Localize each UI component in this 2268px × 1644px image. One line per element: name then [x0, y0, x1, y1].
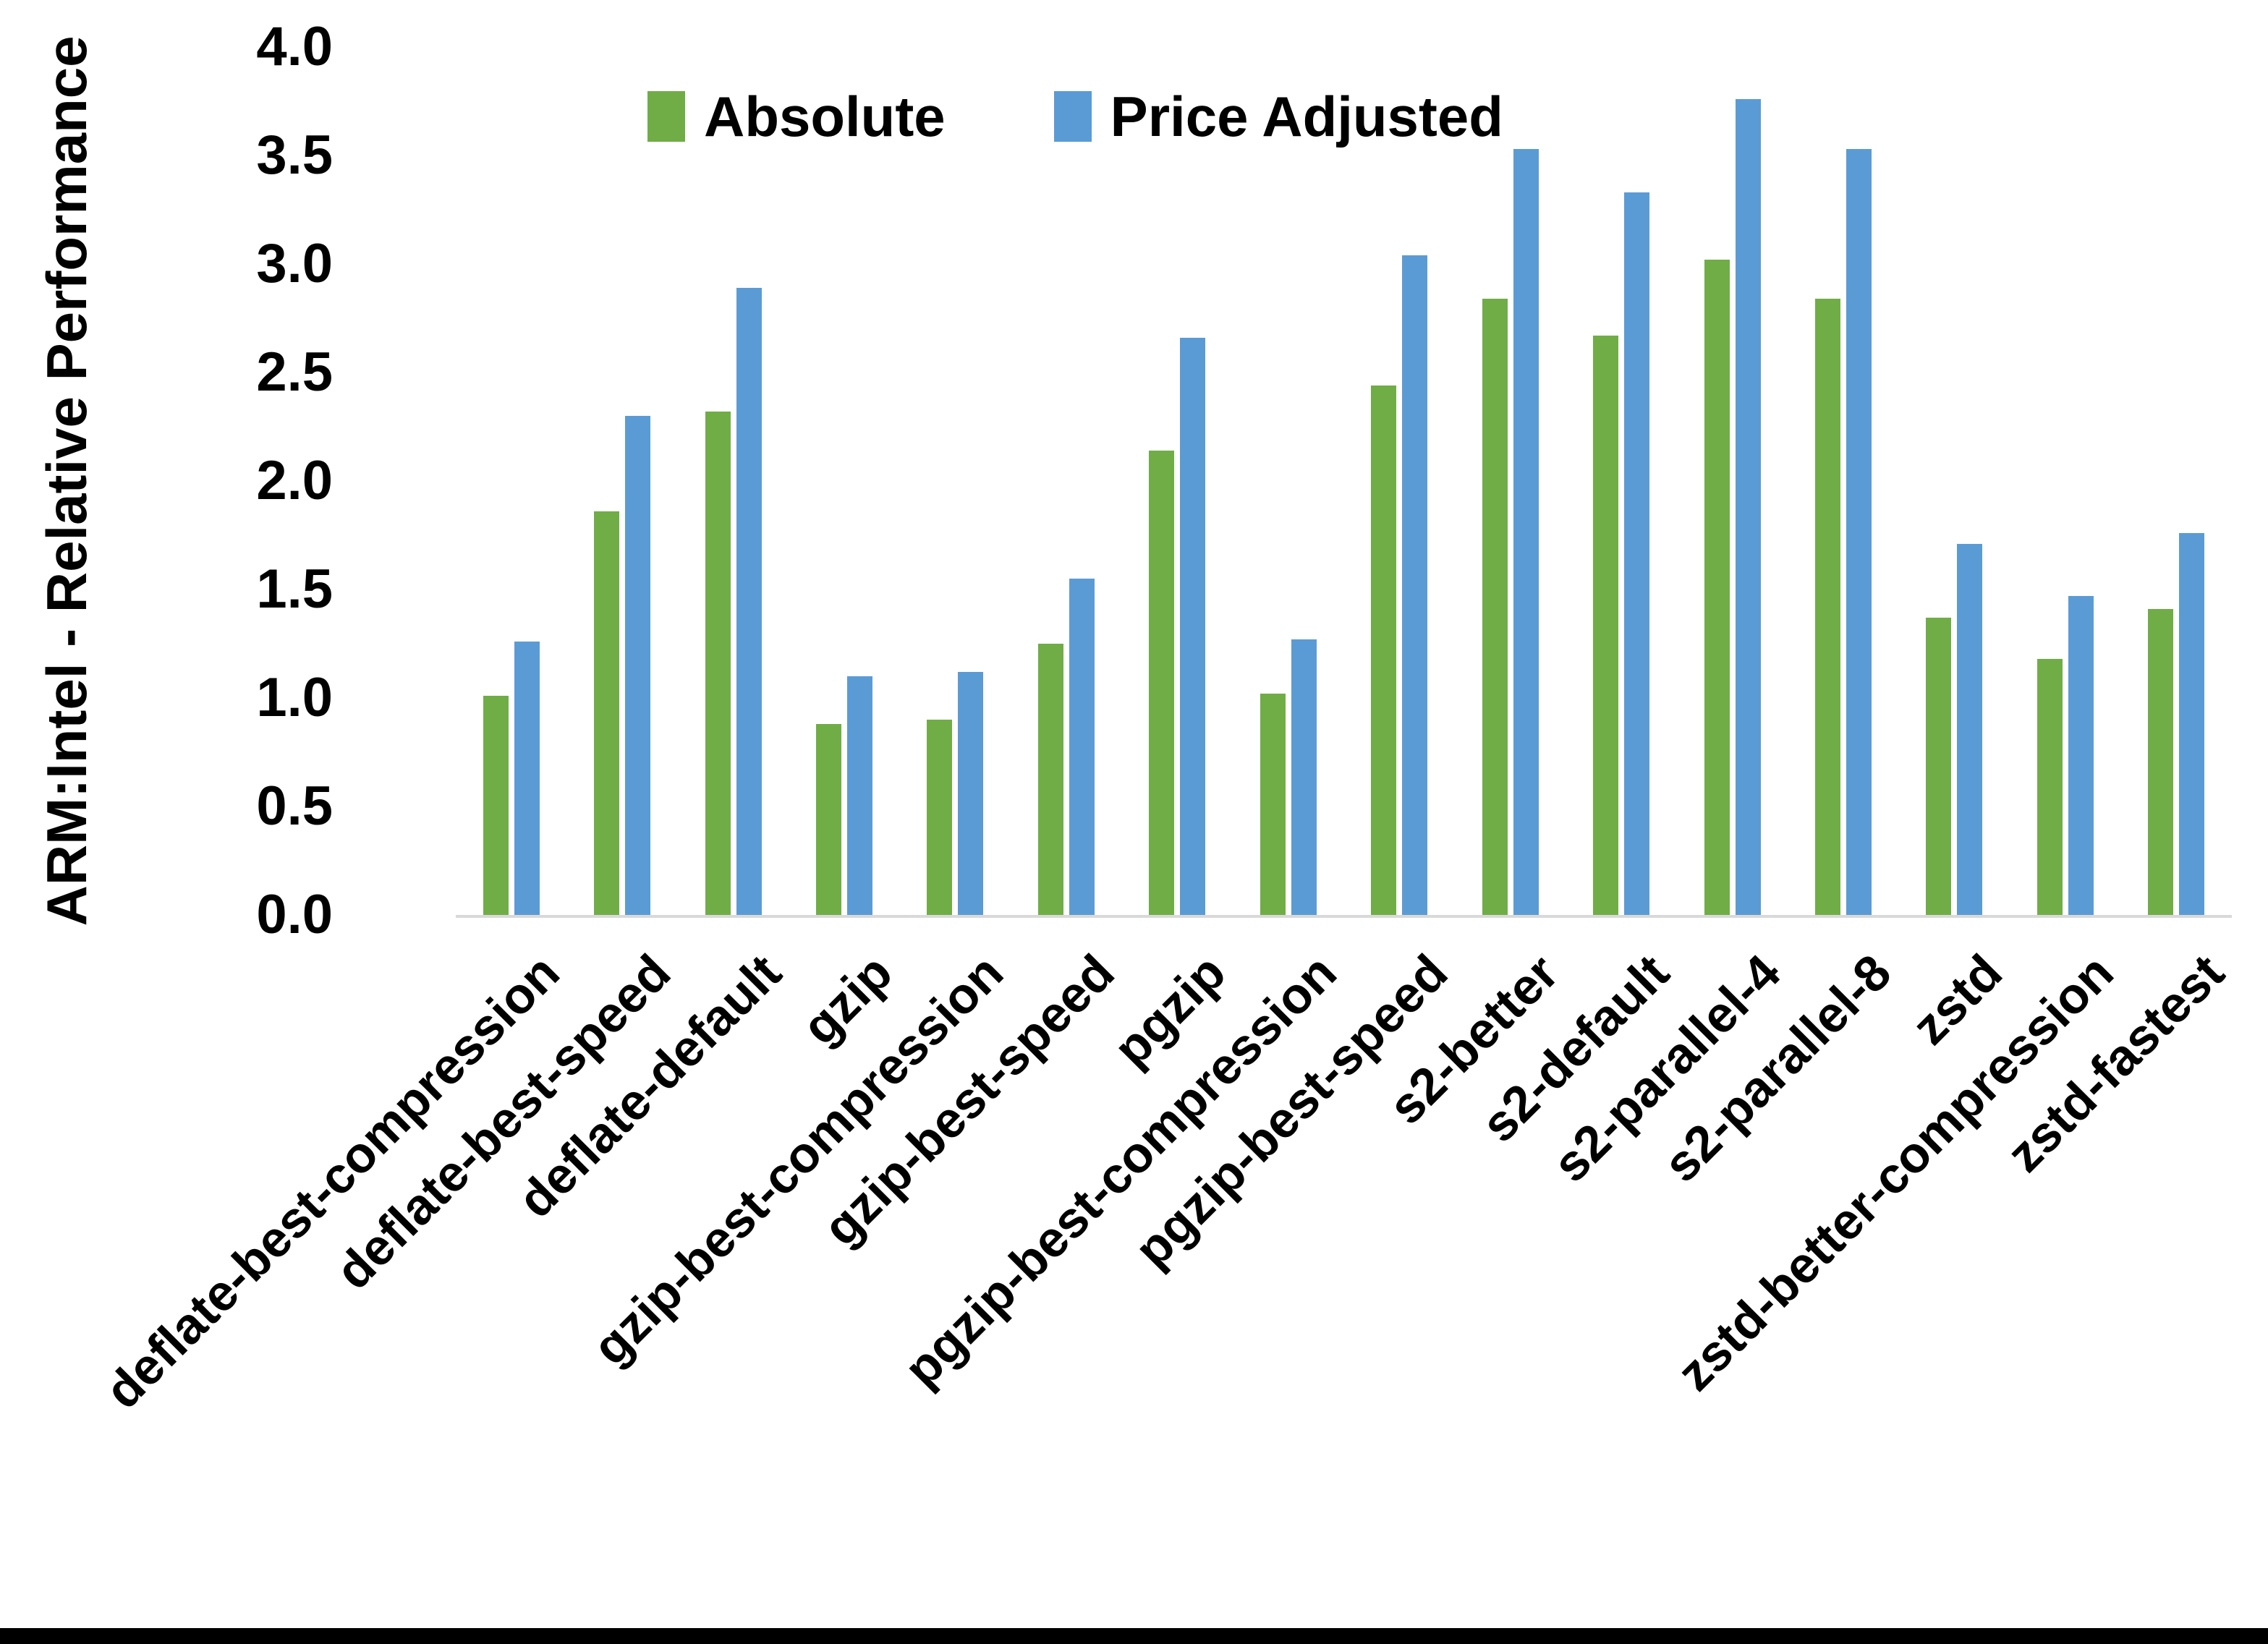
bar-price-adjusted-deflate-best-speed: [625, 416, 651, 915]
legend: Absolute Price Adjusted: [647, 88, 1503, 145]
bar-absolute-gzip-best-compression: [927, 720, 953, 915]
y-tick-label: 0.5: [256, 775, 333, 837]
plot-area: [456, 47, 2232, 918]
bar-absolute-pgzip-best-speed: [1371, 386, 1397, 915]
y-tick-label: 3.0: [256, 233, 333, 294]
y-tick-label: 4.0: [256, 16, 333, 77]
y-tick-label: 0.0: [256, 884, 333, 945]
bar-price-adjusted-pgzip-best-compression: [1291, 639, 1317, 915]
window-bottom-border: [0, 1628, 2268, 1644]
y-tick-label: 2.0: [256, 450, 333, 511]
bar-price-adjusted-s2-parallel-8: [1846, 149, 1872, 915]
bar-absolute-gzip-best-speed: [1037, 644, 1063, 915]
y-tick-label: 2.5: [256, 341, 333, 403]
bar-absolute-s2-better: [1482, 299, 1508, 915]
bar-price-adjusted-gzip-best-speed: [1069, 579, 1095, 915]
price-adjusted-series-swatch: [1053, 91, 1092, 142]
x-tick-label-deflate-best-compression: deflate-best-compression: [94, 943, 570, 1420]
bar-price-adjusted-s2-better: [1513, 149, 1539, 915]
bar-absolute-pgzip: [1149, 451, 1175, 915]
bar-price-adjusted-gzip-best-compression: [958, 672, 984, 915]
bar-absolute-deflate-best-compression: [483, 696, 509, 915]
legend-label-price-adjusted: Price Adjusted: [1110, 85, 1503, 148]
y-tick-label: 1.5: [256, 558, 333, 620]
legend-item-absolute: Absolute: [647, 88, 946, 145]
legend-item-price-adjusted: Price Adjusted: [1053, 85, 1503, 148]
bar-absolute-deflate-best-speed: [594, 511, 620, 915]
bar-absolute-gzip: [816, 724, 842, 915]
y-tick-label: 1.0: [256, 667, 333, 728]
bar-price-adjusted-pgzip: [1180, 338, 1206, 915]
y-axis-title: ARM:Intel - Relative Performance: [35, 35, 98, 927]
bar-absolute-zstd-better-compression: [2036, 659, 2063, 915]
bar-absolute-s2-parallel-8: [1814, 299, 1840, 915]
y-tick-label: 3.5: [256, 124, 333, 186]
bar-price-adjusted-zstd-better-compression: [2068, 596, 2094, 915]
bar-price-adjusted-deflate-best-compression: [514, 642, 540, 915]
bar-price-adjusted-zstd-fastest: [2179, 533, 2205, 915]
legend-label-absolute: Absolute: [704, 85, 946, 148]
absolute-series-swatch: [647, 91, 685, 142]
bar-price-adjusted-s2-parallel-4: [1735, 99, 1761, 915]
bar-absolute-deflate-default: [705, 412, 731, 915]
bar-absolute-s2-default: [1593, 336, 1619, 915]
bar-absolute-zstd-fastest: [2148, 609, 2174, 915]
bar-price-adjusted-zstd: [1957, 544, 1983, 915]
bar-absolute-pgzip-best-compression: [1260, 694, 1286, 915]
bar-price-adjusted-deflate-default: [736, 288, 762, 915]
bar-absolute-s2-parallel-4: [1704, 260, 1730, 915]
bar-absolute-zstd: [1926, 618, 1952, 915]
bar-price-adjusted-s2-default: [1624, 192, 1650, 915]
bar-price-adjusted-gzip: [847, 676, 873, 915]
bar-price-adjusted-pgzip-best-speed: [1402, 255, 1428, 915]
